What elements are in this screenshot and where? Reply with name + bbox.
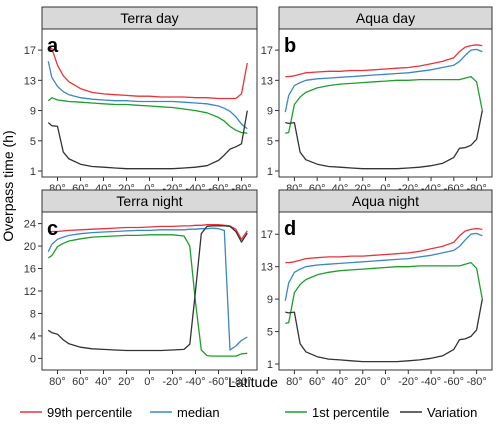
y-tick-label: 1 xyxy=(30,166,36,178)
panel-title: Aqua day xyxy=(356,10,415,26)
legend-item: median xyxy=(150,405,220,420)
series-line-99th-percentile xyxy=(48,46,248,100)
series-line-variation xyxy=(285,110,483,170)
x-tick-label: -20° xyxy=(398,376,418,388)
y-tick-label: 1 xyxy=(267,359,273,371)
legend-label: Variation xyxy=(427,405,477,420)
series-line-median xyxy=(284,232,483,301)
x-tick-label: 40° xyxy=(95,376,112,388)
y-tick-label: 13 xyxy=(261,75,273,87)
series-line-1st-percentile xyxy=(285,75,483,134)
x-tick-label: 0° xyxy=(380,376,391,388)
x-tick-label: -80° xyxy=(231,376,251,388)
x-tick-label: 60° xyxy=(72,376,89,388)
series-line-variation xyxy=(47,225,248,352)
panel-title: Aqua night xyxy=(352,193,419,209)
y-tick-label: 13 xyxy=(24,75,36,87)
x-tick-label: -60° xyxy=(208,376,228,388)
series-line-1st-percentile xyxy=(47,234,248,357)
series-line-variation xyxy=(285,298,483,363)
y-tick-label: 13 xyxy=(261,262,273,274)
y-tick-label: 17 xyxy=(24,45,36,57)
series-line-variation xyxy=(47,110,248,170)
x-tick-label: -40° xyxy=(421,376,441,388)
legend-item: 1st percentile xyxy=(285,405,389,420)
y-tick-label: 4 xyxy=(30,331,36,343)
panel-letter: c xyxy=(47,218,58,240)
x-tick-label: 80° xyxy=(49,376,66,388)
plot-area xyxy=(41,211,258,371)
series-line-99th-percentile xyxy=(48,224,248,240)
legend-item: 99th percentile xyxy=(20,405,132,420)
y-tick-label: 9 xyxy=(30,106,36,118)
x-tick-label: 0° xyxy=(144,183,155,195)
panel-letter: d xyxy=(284,218,296,240)
x-tick-label: 60° xyxy=(309,376,326,388)
y-tick-label: 5 xyxy=(267,327,273,339)
x-tick-label: -80° xyxy=(466,376,486,388)
legend: 99th percentile median 1st percentile Varia… xyxy=(20,405,477,420)
y-tick-label: 9 xyxy=(267,294,273,306)
y-tick-label: 8 xyxy=(30,308,36,320)
panel-letter: b xyxy=(284,35,296,57)
series-line-1st-percentile xyxy=(47,97,248,134)
legend-label: 99th percentile xyxy=(47,405,132,420)
y-tick-label: 17 xyxy=(261,45,273,57)
series-line-1st-percentile xyxy=(285,261,483,325)
y-tick-label: 5 xyxy=(30,136,36,148)
y-tick-label: 24 xyxy=(24,219,36,231)
series-line-median xyxy=(47,227,248,351)
series-line-median xyxy=(284,48,483,113)
x-tick-label: 0° xyxy=(380,183,391,195)
y-tick-label: 12 xyxy=(24,286,36,298)
y-tick-label: 20 xyxy=(24,241,36,253)
chart-panel-c: Terra night 0 4 8 12 16 20 24 80° 60° 40° 20° 0° -20°… xyxy=(24,189,258,388)
x-tick-label: 80° xyxy=(286,376,303,388)
series-line-99th-percentile xyxy=(285,44,483,78)
plot-area xyxy=(41,28,258,178)
x-tick-label: 20° xyxy=(118,376,135,388)
x-tick-label: -60° xyxy=(444,376,464,388)
x-tick-label: 20° xyxy=(354,376,371,388)
x-tick-label: -20° xyxy=(162,376,182,388)
x-tick-label: 40° xyxy=(332,376,349,388)
series-line-99th-percentile xyxy=(285,227,483,264)
panel-title: Terra night xyxy=(116,193,182,209)
y-tick-label: 1 xyxy=(267,166,273,178)
panel-title: Terra day xyxy=(120,10,178,26)
y-tick-label: 0 xyxy=(30,353,36,365)
legend-label: 1st percentile xyxy=(312,405,389,420)
x-tick-label: 0° xyxy=(144,376,155,388)
x-axis-title: Latitude xyxy=(228,374,278,390)
y-tick-label: 5 xyxy=(267,136,273,148)
y-axis-title: Overpass time (h) xyxy=(0,130,16,241)
x-tick-label: -40° xyxy=(185,376,205,388)
series-line-median xyxy=(47,61,248,130)
y-tick-label: 16 xyxy=(24,264,36,276)
y-tick-label: 17 xyxy=(261,229,273,241)
panel-letter: a xyxy=(47,35,59,57)
legend-item: Variation xyxy=(400,405,477,420)
y-tick-label: 9 xyxy=(267,106,273,118)
legend-label: median xyxy=(177,405,220,420)
